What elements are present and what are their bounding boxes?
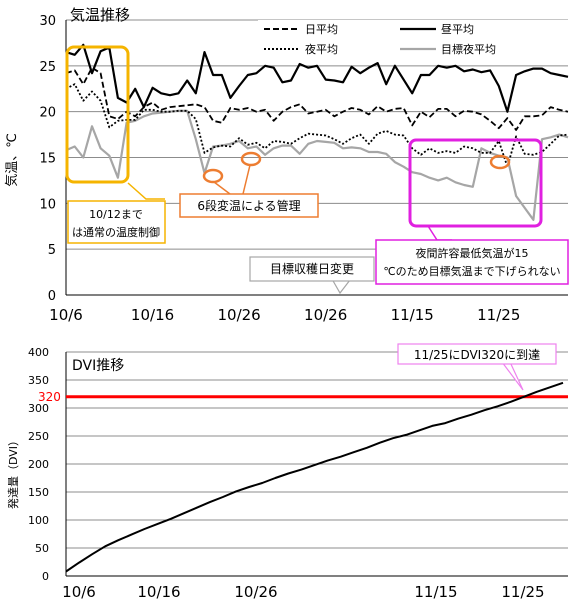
dvi-reference-label-320: 320: [38, 390, 61, 404]
annotation-text-6stage: 6段変温による管理: [197, 198, 300, 213]
annotation-text-night-minimum-line1: 夜間許容最低気温が15: [416, 246, 529, 260]
temperature-y-tick-label: 20: [39, 106, 56, 121]
dvi-x-tick-labels: 10/6 10/16 10/26 11/15 11/25: [62, 583, 544, 601]
dvi-series-line-path: [65, 381, 564, 573]
dvi-x-tick-label: 10/26: [234, 583, 277, 601]
dvi-x-tick-label: 10/6: [62, 583, 96, 601]
dvi-x-tick-label: 11/25: [501, 583, 544, 601]
legend-background: [258, 20, 568, 62]
temperature-y-tick-labels: 0 5 10 15 20 25 30: [39, 14, 56, 304]
annotation-marker-6stage-2: [240, 151, 262, 167]
temperature-series-lines: [65, 43, 569, 221]
temperature-y-tick-label: 15: [39, 152, 56, 167]
dvi-x-tick-label: 11/15: [414, 583, 457, 601]
temperature-y-axis-label: 気温、℃: [4, 133, 20, 187]
annotation-pointer-early-period: [127, 182, 165, 200]
dvi-annotation-text: 11/25にDVI320に到達: [414, 348, 540, 362]
temperature-series-line: [65, 109, 569, 221]
annotation-highlight-early-period: [65, 45, 130, 184]
annotation-text-harvest-date: 目標収穫日変更: [270, 261, 354, 276]
dvi-y-tick-label: 200: [28, 458, 49, 471]
annotation-box-early-period: [67, 200, 166, 244]
dvi-annotation-pointer: [478, 361, 524, 391]
annotation-highlight-night-minimum: [408, 138, 543, 228]
temperature-legend: 日平均 昼平均 夜平均 目標夜平均: [258, 20, 568, 62]
annotation-pointer-6stage-1: [213, 181, 231, 195]
temperature-y-tick-label: 25: [39, 60, 56, 75]
dvi-y-tick-label: 100: [28, 514, 49, 527]
annotation-box-harvest-date: [249, 256, 375, 282]
annotation-marker-night-minimum: [489, 154, 511, 170]
temperature-chart: 0 5 10 15 20 25 30 10/6 10/16 10/26 10/26 11/15 11/…: [4, 6, 569, 324]
annotation-pointer-night-minimum: [427, 225, 452, 241]
annotation-text-early-period-line1: 10/12まで: [89, 208, 143, 221]
temperature-y-tick-label: 0: [48, 289, 56, 304]
dvi-y-tick-label: 0: [42, 570, 49, 583]
dvi-y-tick-label: 150: [28, 486, 49, 499]
temperature-series-line: [65, 43, 569, 113]
dvi-x-tick-label: 10/16: [137, 583, 180, 601]
temperature-y-tick-label: 10: [39, 197, 56, 212]
dvi-y-tick-label: 50: [35, 542, 49, 555]
temperature-x-tick-labels: 10/6 10/16 10/26 10/26 11/15 11/25: [49, 306, 520, 324]
temperature-x-tick-label: 10/26: [304, 306, 347, 324]
legend-label-daily-mean: 日平均: [305, 23, 338, 36]
annotation-box-night-minimum: [375, 239, 569, 285]
dvi-y-tick-label: 350: [28, 374, 49, 387]
dvi-y-tick-label: 250: [28, 430, 49, 443]
legend-label-day-mean: 昼平均: [441, 23, 474, 36]
legend-label-night-mean: 夜平均: [305, 42, 338, 56]
temperature-y-tick-label: 30: [39, 14, 56, 29]
legend-label-target-night-mean: 目標夜平均: [441, 42, 496, 56]
dvi-series-line: [65, 381, 564, 573]
temperature-x-tick-label: 11/25: [477, 306, 520, 324]
dvi-y-axis-label: 発達量（DVI）: [6, 435, 20, 509]
temperature-x-tick-label: 10/16: [131, 306, 174, 324]
dvi-y-tick-labels: 0 50 100 150 200 250 300 350 400: [28, 346, 49, 583]
dvi-gridlines: [66, 351, 568, 549]
dvi-y-tick-label: 400: [28, 346, 49, 359]
dvi-chart-title: DVI推移: [72, 358, 124, 374]
annotation-text-early-period-line2: は通常の温度制御: [72, 225, 160, 239]
temperature-x-tick-label: 10/6: [49, 306, 83, 324]
dvi-y-tick-label: 300: [28, 402, 49, 415]
temperature-y-tick-label: 5: [48, 243, 56, 258]
annotation-marker-6stage-1: [202, 168, 224, 184]
annotation-pointer-6stage-2: [242, 164, 251, 195]
temperature-series-line: [65, 66, 569, 131]
temperature-x-tick-label: 10/26: [217, 306, 260, 324]
annotation-box-6stage: [179, 193, 319, 218]
dvi-annotation-box: [397, 343, 557, 365]
temperature-series-line: [65, 83, 569, 168]
temperature-chart-title: 気温推移: [70, 6, 130, 24]
annotation-text-night-minimum-line2: ℃のため目標気温まで下げられない: [383, 264, 560, 278]
temperature-x-tick-label: 11/15: [391, 306, 434, 324]
